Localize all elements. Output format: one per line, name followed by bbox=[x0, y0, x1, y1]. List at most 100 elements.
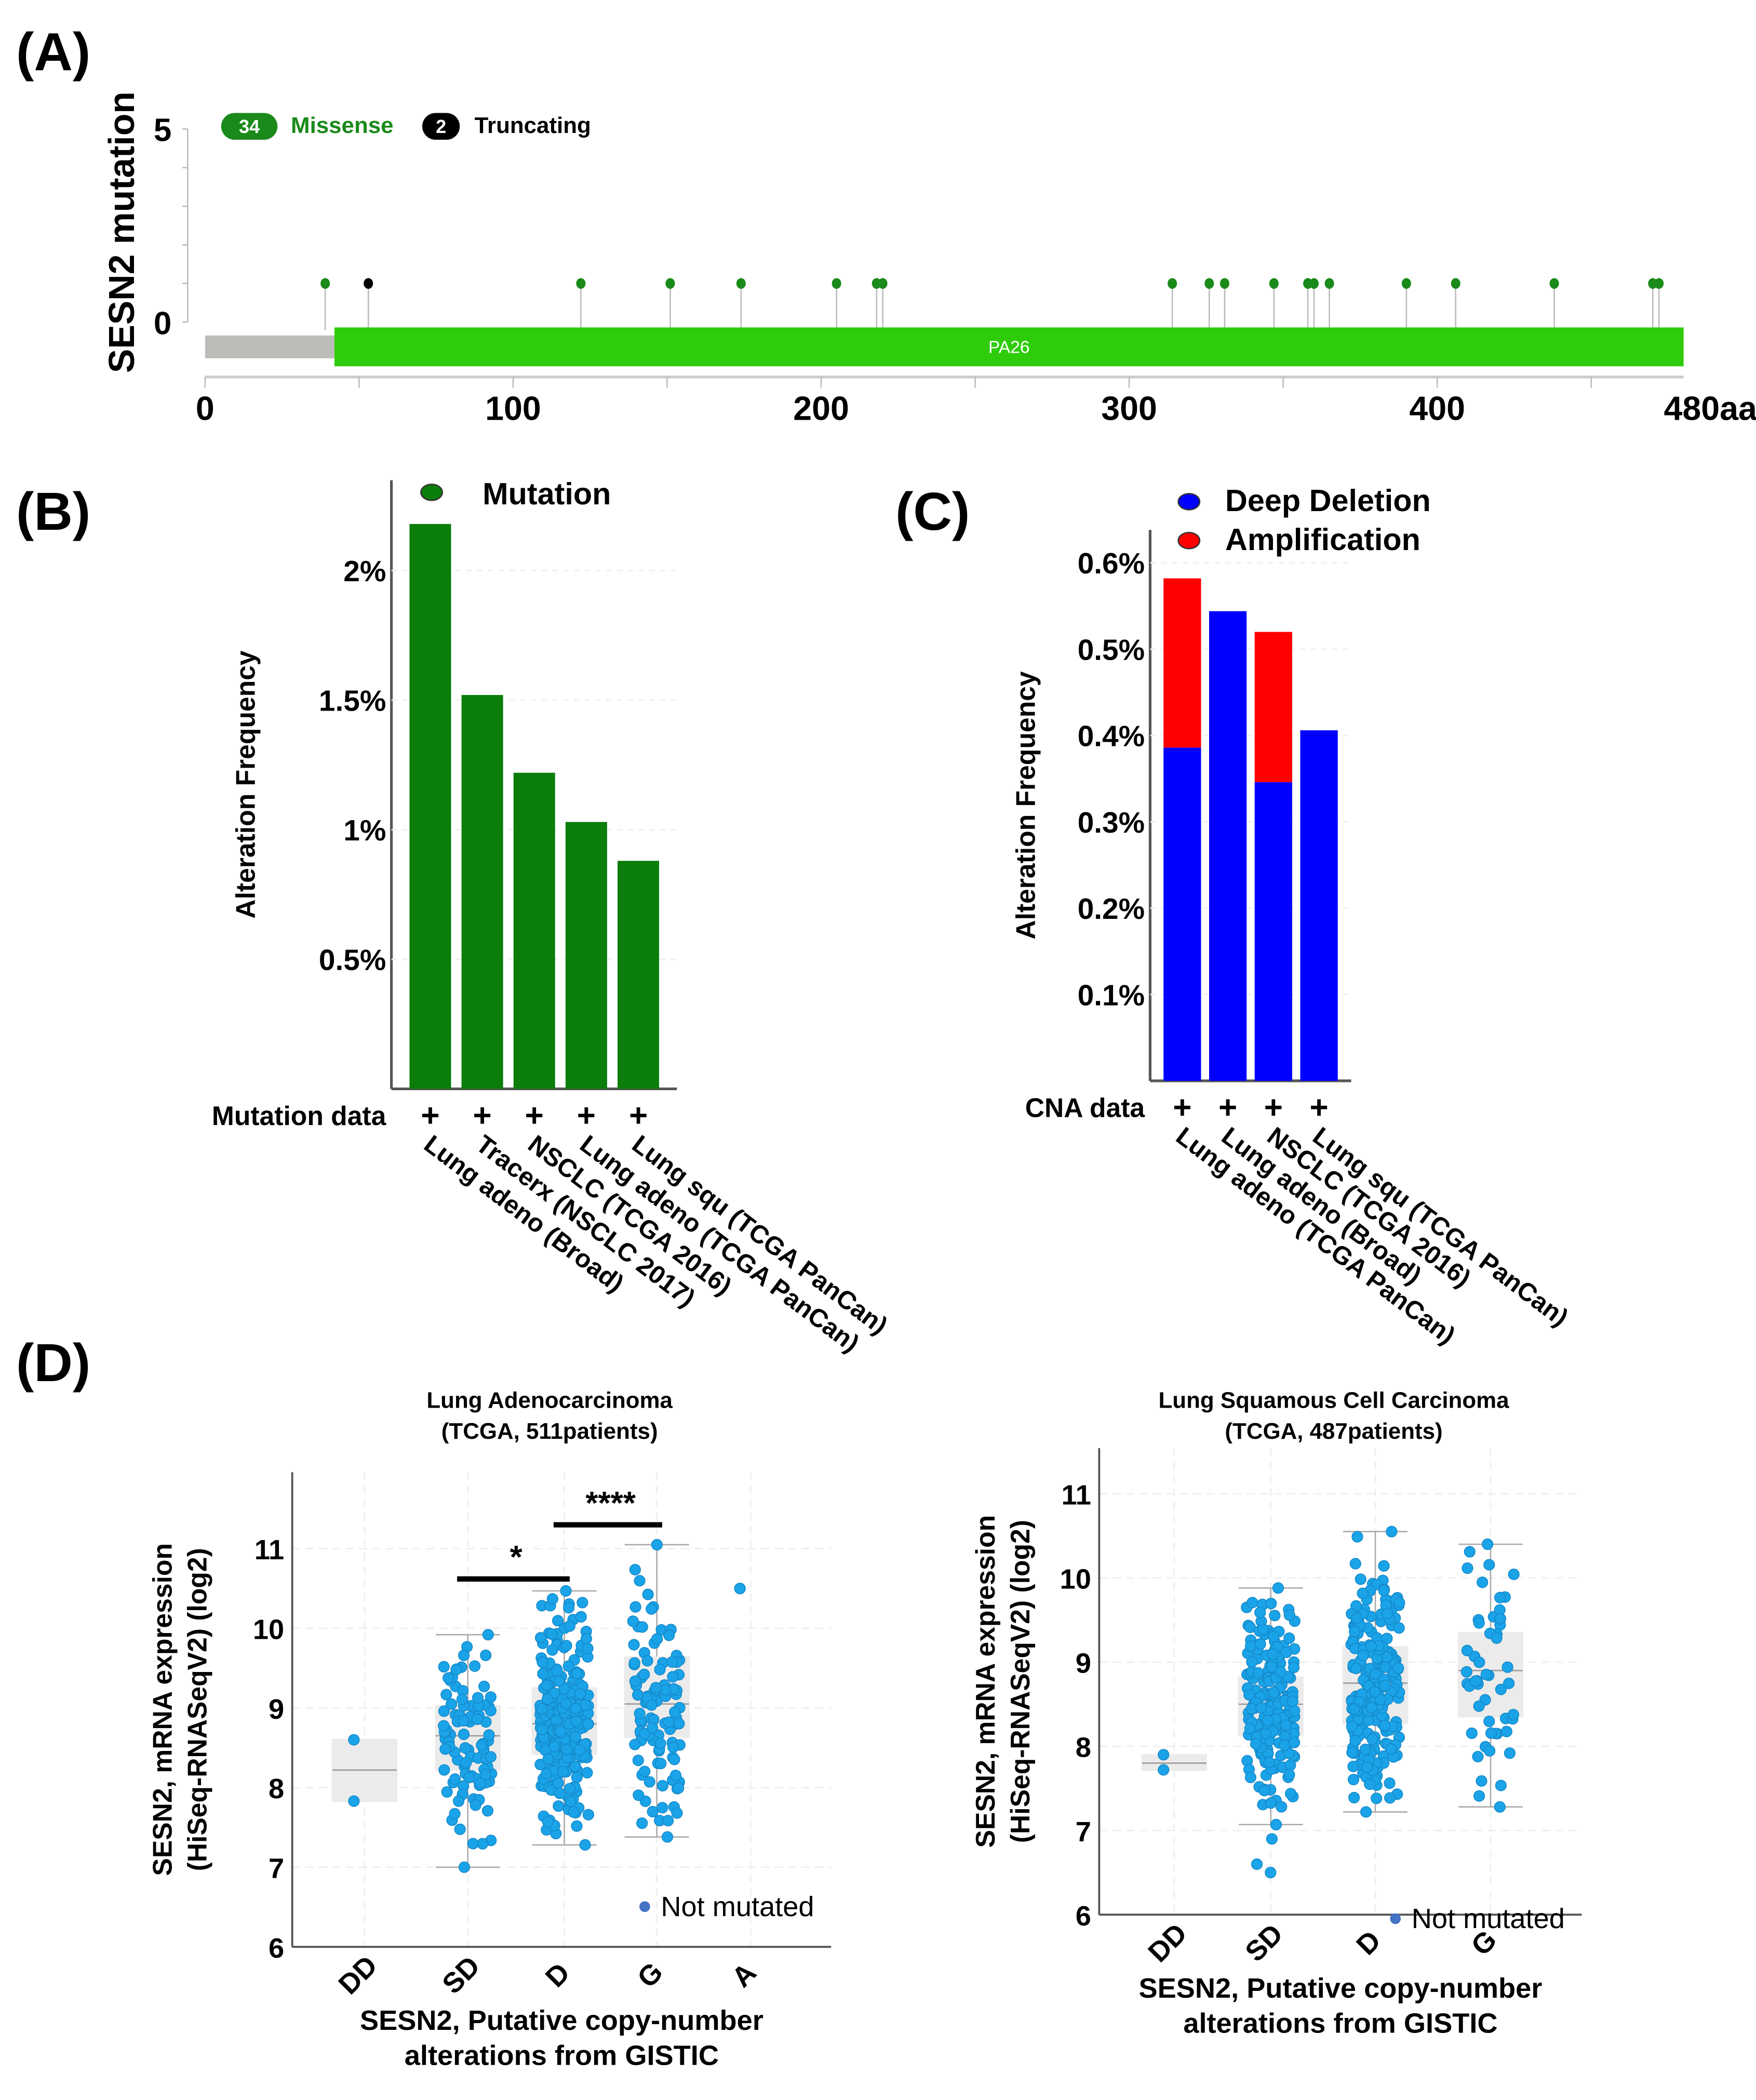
x-tick-label: 100 bbox=[485, 390, 541, 427]
data-point bbox=[1286, 1695, 1298, 1707]
data-point bbox=[1369, 1686, 1381, 1698]
data-point bbox=[1243, 1689, 1255, 1701]
data-point bbox=[480, 1649, 492, 1661]
data-point bbox=[1364, 1778, 1376, 1790]
chart-subtitle: (TCGA, 487patients) bbox=[1225, 1419, 1442, 1444]
data-point bbox=[1484, 1745, 1496, 1757]
data-point bbox=[669, 1769, 681, 1782]
y-tick-label: 6 bbox=[269, 1933, 284, 1964]
data-point bbox=[579, 1839, 591, 1851]
missense-mutation-marker bbox=[320, 278, 330, 289]
y-tick-label: 0 bbox=[154, 305, 171, 341]
data-point bbox=[1272, 1582, 1284, 1594]
data-point bbox=[1258, 1785, 1270, 1797]
data-point bbox=[1472, 1750, 1484, 1763]
data-point bbox=[580, 1633, 593, 1644]
data-point bbox=[541, 1768, 553, 1780]
y-tick-label: 1.5% bbox=[319, 685, 386, 718]
data-point bbox=[570, 1716, 582, 1728]
x-tick-label: 0 bbox=[196, 390, 215, 427]
missense-mutation-marker bbox=[1269, 278, 1279, 289]
row-marker: + bbox=[473, 1098, 492, 1134]
box bbox=[1141, 1754, 1208, 1771]
row-marker: + bbox=[1264, 1090, 1283, 1126]
data-point bbox=[478, 1680, 490, 1692]
data-point bbox=[1378, 1585, 1390, 1597]
data-point bbox=[534, 1632, 547, 1644]
data-point bbox=[1473, 1790, 1485, 1802]
legend-marker bbox=[1390, 1913, 1401, 1924]
data-point bbox=[629, 1601, 641, 1613]
y-tick-label: 11 bbox=[1062, 1479, 1091, 1510]
data-point bbox=[647, 1722, 659, 1734]
data-point bbox=[669, 1706, 681, 1718]
data-point bbox=[1379, 1680, 1391, 1692]
data-point bbox=[1366, 1733, 1378, 1745]
data-point bbox=[673, 1782, 685, 1794]
data-point bbox=[1251, 1858, 1263, 1870]
data-point bbox=[1361, 1761, 1373, 1773]
data-point bbox=[654, 1737, 666, 1749]
data-point bbox=[656, 1780, 668, 1792]
data-point bbox=[1382, 1607, 1393, 1620]
data-point bbox=[636, 1817, 648, 1829]
data-point bbox=[485, 1691, 497, 1703]
data-point bbox=[1347, 1760, 1359, 1772]
data-point bbox=[1494, 1801, 1506, 1813]
data-point bbox=[1374, 1693, 1386, 1706]
data-point bbox=[1476, 1775, 1487, 1787]
row-label: CNA data bbox=[1025, 1093, 1146, 1123]
data-point bbox=[1502, 1661, 1513, 1673]
data-point bbox=[456, 1693, 468, 1705]
deep-deletion-bar bbox=[1163, 747, 1201, 1081]
data-point bbox=[348, 1734, 360, 1746]
legend-marker bbox=[1177, 531, 1201, 550]
y-axis-label: (HiSeq-RNASeqV2) (log2) bbox=[1005, 1520, 1035, 1843]
data-point bbox=[641, 1655, 653, 1667]
data-point bbox=[458, 1728, 470, 1741]
data-point bbox=[458, 1649, 470, 1662]
data-point bbox=[570, 1703, 582, 1715]
data-point bbox=[633, 1789, 645, 1801]
data-point bbox=[1158, 1749, 1170, 1761]
x-tick-label: DD bbox=[1142, 1918, 1193, 1969]
data-point bbox=[1464, 1546, 1476, 1558]
data-point bbox=[553, 1675, 565, 1687]
amplification-bar bbox=[1254, 632, 1293, 782]
mutation-bar bbox=[565, 822, 607, 1089]
data-point bbox=[1269, 1610, 1281, 1622]
data-point bbox=[1503, 1677, 1515, 1690]
data-point bbox=[537, 1656, 548, 1668]
data-point bbox=[666, 1656, 678, 1668]
y-tick-label: 8 bbox=[269, 1773, 284, 1804]
data-point bbox=[1384, 1777, 1396, 1789]
data-point bbox=[443, 1672, 454, 1684]
data-point bbox=[1283, 1632, 1295, 1644]
missense-mutation-marker bbox=[1654, 278, 1664, 289]
data-point bbox=[654, 1664, 666, 1676]
data-point bbox=[1495, 1780, 1507, 1791]
data-point bbox=[438, 1720, 450, 1732]
data-point bbox=[479, 1769, 491, 1781]
data-point bbox=[632, 1689, 644, 1701]
data-point bbox=[1348, 1626, 1361, 1638]
data-point bbox=[1347, 1773, 1360, 1786]
mutation-bar bbox=[409, 524, 451, 1089]
data-point bbox=[449, 1773, 461, 1785]
data-point bbox=[673, 1718, 685, 1730]
data-point bbox=[1244, 1771, 1256, 1784]
y-tick-label: 0.2% bbox=[1078, 893, 1145, 926]
data-point bbox=[663, 1629, 675, 1641]
data-point bbox=[644, 1776, 655, 1788]
data-point bbox=[440, 1689, 452, 1701]
data-point bbox=[439, 1743, 451, 1755]
lollipop-plot: 0 5 SESN2 mutation PA26 0 100 200 300 400 480aa 34… bbox=[101, 91, 1756, 427]
legend-label: Not mutated bbox=[661, 1891, 814, 1922]
data-point bbox=[1500, 1726, 1512, 1737]
y-tick-label: 7 bbox=[269, 1853, 284, 1884]
data-point bbox=[1245, 1703, 1257, 1715]
legend-label: Mutation bbox=[482, 476, 611, 511]
deep-deletion-bar bbox=[1300, 730, 1338, 1081]
data-point bbox=[1473, 1700, 1485, 1712]
data-point bbox=[1485, 1727, 1497, 1739]
